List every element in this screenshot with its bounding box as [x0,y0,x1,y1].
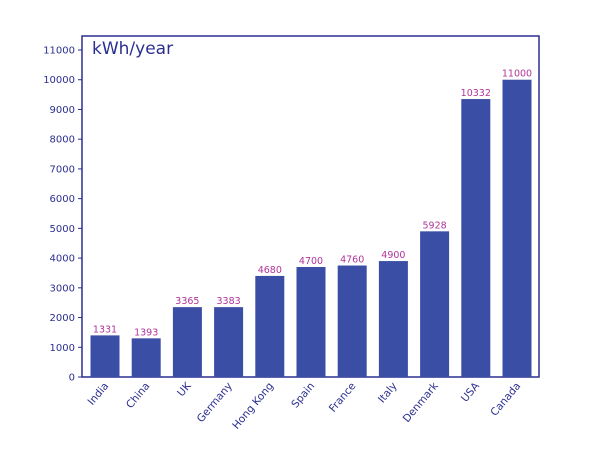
bar [90,335,120,377]
data-label: 1331 [93,324,117,335]
x-tick-label: China [124,380,152,411]
bar [461,99,491,378]
y-tick-label: 10000 [43,75,75,86]
data-label: 1393 [134,327,158,338]
y-tick-label: 8000 [50,135,75,146]
x-tick-label: Canada [488,380,523,418]
y-tick-label: 9000 [50,105,75,116]
x-tick-label: Hong Kong [230,380,276,431]
bar [255,275,285,377]
bar [378,261,408,377]
y-tick-label: 4000 [50,254,75,265]
data-label: 4680 [258,265,282,276]
x-tick-label: India [86,380,112,407]
x-tick-label: Italy [376,380,400,405]
data-label: 10332 [461,88,491,99]
unit-label: kWh/year [92,39,173,59]
x-tick-label: France [327,380,359,414]
y-tick-label: 0 [69,373,75,384]
x-tick-label: Denmark [401,380,442,425]
bar [172,307,202,377]
data-label: 4700 [299,256,323,267]
x-tick-label: UK [175,379,194,399]
bar [502,79,532,378]
data-label: 11000 [502,69,532,80]
bars [90,79,532,378]
data-label: 3383 [217,296,241,307]
bar [337,265,367,377]
data-label: 3365 [175,296,199,307]
data-labels: 1331 1393 3365 3383 4680 4700 4760 4900 5928 1033… [93,69,532,339]
data-label: 4900 [381,250,405,261]
y-tick-label: 11000 [43,46,75,57]
x-tick-label: Spain [289,380,317,410]
y-tick-label: 6000 [50,194,75,205]
data-label: 4760 [340,255,364,266]
y-tick-label: 2000 [50,313,75,324]
y-tick-label: 5000 [50,224,75,235]
x-tick-label: Germany [195,380,235,425]
data-label: 5928 [423,220,447,231]
y-tick-label: 7000 [50,164,75,175]
y-tick-label: 3000 [50,283,75,294]
y-axis: 0 1000 2000 3000 4000 5000 6000 7000 8000 9000 100… [43,46,82,384]
bar [214,307,244,377]
bar [420,231,450,377]
bar [296,267,326,377]
y-tick-label: 1000 [50,343,75,354]
x-tick-label: USA [459,380,483,405]
bar [131,338,161,377]
